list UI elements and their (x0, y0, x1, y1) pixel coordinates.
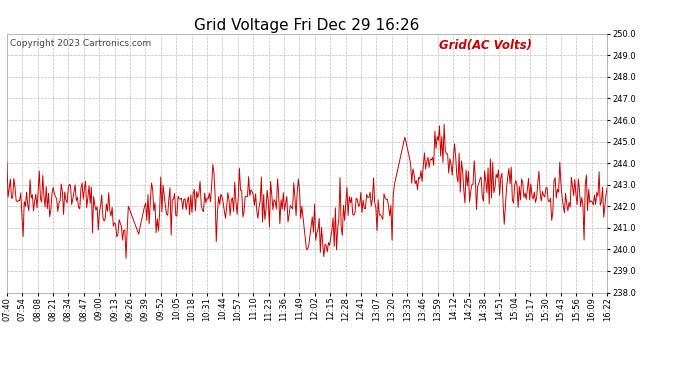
Text: Copyright 2023 Cartronics.com: Copyright 2023 Cartronics.com (10, 39, 151, 48)
Title: Grid Voltage Fri Dec 29 16:26: Grid Voltage Fri Dec 29 16:26 (195, 18, 420, 33)
Text: Grid(AC Volts): Grid(AC Volts) (439, 39, 532, 52)
